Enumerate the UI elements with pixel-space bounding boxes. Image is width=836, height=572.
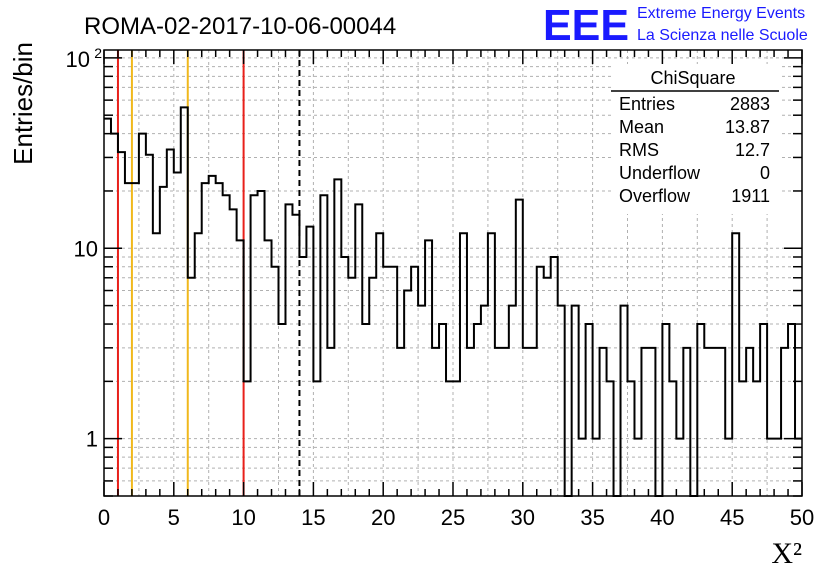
x-tick-label: 15 [301,505,325,530]
stats-title: ChiSquare [650,68,735,88]
y-tick-label: 10 [74,236,98,261]
histogram-line [104,106,802,497]
y-tick-label: 1 [86,427,98,452]
stats-row-label: Entries [619,94,675,114]
stats-row-value: 13.87 [725,117,770,137]
y-tick-label: 10 [66,47,90,72]
stats-row-value: 2883 [730,94,770,114]
x-tick-labels: 0 5 10 15 20 25 30 35 40 45 50 [98,505,814,530]
x-tick-label: 0 [98,505,110,530]
y-axis-label: Entries/bin [8,42,38,165]
x-tick-label: 30 [511,505,535,530]
logo-line-2: La Scienza nelle Scuole [637,27,808,44]
stats-row-value: 0 [760,163,770,183]
grid-lines [104,50,802,496]
x-tick-label: 20 [371,505,395,530]
axis-ticks [103,50,803,497]
x-tick-label: 5 [168,505,180,530]
eee-logo: EEE [543,1,629,50]
x-tick-label: 45 [720,505,744,530]
stats-row-label: RMS [619,140,659,160]
x-tick-label: 35 [580,505,604,530]
x-tick-label: 40 [650,505,674,530]
run-title: ROMA-02-2017-10-06-00044 [84,13,396,40]
logo-line-1: Extreme Energy Events [637,5,805,22]
x-tick-label: 25 [441,505,465,530]
y-tick-label-exponent: 2 [94,45,102,61]
stats-row-label: Overflow [619,186,691,206]
x-axis-label: X² [771,537,802,570]
x-tick-label: 10 [231,505,255,530]
stats-row-label: Mean [619,117,664,137]
stats-box: ChiSquare Entries 2883 Mean 13.87 RMS 12.7 Und… [611,64,779,214]
x-tick-label: 50 [790,505,814,530]
stats-row-value: 12.7 [735,140,770,160]
stats-row-value: 1911 [731,186,770,206]
stats-row-label: Underflow [619,163,701,183]
